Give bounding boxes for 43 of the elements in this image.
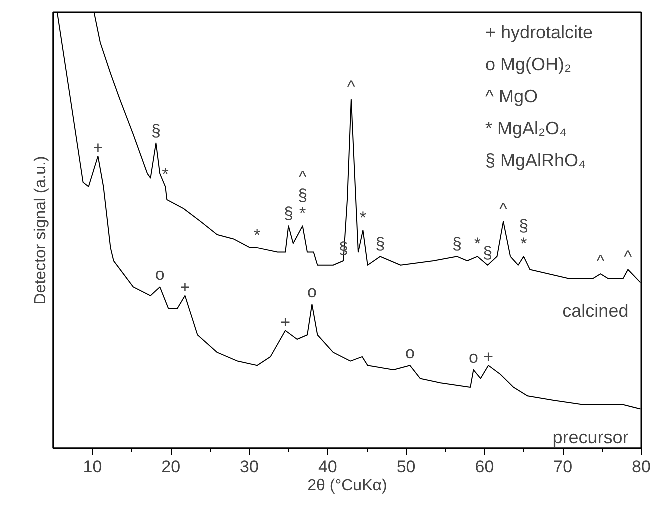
annotation: o [468,348,478,368]
annotation: o [405,344,415,363]
annotation: + [280,312,291,332]
annotation: * [300,204,307,224]
annotation: § [376,234,386,254]
annotation: o Mg(OH)₂ [486,54,572,74]
x-axis-title: 2θ (°CuKα) [308,478,388,494]
x-tick-label: 50 [396,458,416,476]
annotation: * [474,234,482,254]
annotation: o [155,265,165,284]
annotation: + [93,138,104,158]
x-tick-label: 70 [554,458,573,476]
annotation: § [284,204,294,224]
series-label: precursor [552,427,629,448]
annotation: * [162,164,170,184]
annotation: § [298,186,308,206]
x-tick-label: 20 [162,458,181,476]
annotation: + [484,348,494,367]
annotation: ^ MgO [486,86,538,106]
annotation: ^ [596,252,605,272]
annotation: ^ [298,168,307,188]
annotation: § [519,216,529,236]
annotation: ^ [624,248,632,267]
annotation: * MgAl₂O₄ [486,118,567,138]
annotation: * [360,208,367,228]
annotation: § [483,243,493,262]
x-tick-label: 10 [83,458,102,476]
x-tick-label: 40 [318,458,338,476]
y-axis-title: Detector signal (a.u.) [32,156,50,305]
annotation: * [520,234,528,254]
annotation: § [151,121,161,140]
annotation: o [307,282,317,302]
x-tick-label: 80 [632,458,651,476]
x-tick-label: 30 [240,458,259,476]
annotation: + hydrotalcite [486,22,594,42]
annotation: * [254,226,262,245]
annotation: ^ [347,78,356,97]
series-label: calcined [562,300,629,321]
annotation: ^ [500,200,508,219]
annotation: § MgAlRhO₄ [486,150,586,170]
annotation: § [452,234,462,254]
annotation: + [180,278,190,297]
x-tick-label: 60 [475,458,494,476]
